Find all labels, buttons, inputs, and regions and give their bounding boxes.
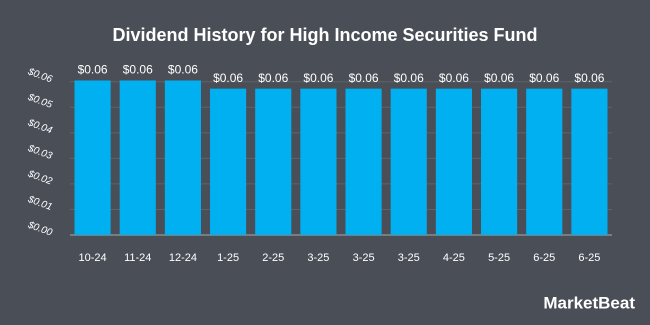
x-tick-label: 1-25	[217, 252, 239, 264]
bar	[481, 88, 518, 235]
x-tick-label: 2-25	[262, 252, 284, 264]
brand-logo: MarketBeat	[543, 293, 635, 312]
bar	[571, 88, 608, 235]
value-label: $0.06	[258, 71, 288, 85]
y-tick-label: $0.05	[25, 92, 54, 111]
value-label: $0.06	[349, 71, 379, 85]
bar	[74, 80, 111, 235]
value-label: $0.06	[574, 71, 604, 85]
value-label: $0.06	[439, 71, 469, 85]
y-tick-label: $0.02	[25, 168, 54, 187]
bar	[164, 80, 201, 235]
bar	[210, 88, 247, 235]
x-tick-label: 4-25	[443, 252, 465, 264]
x-tick-label: 3-25	[398, 252, 420, 264]
value-label: $0.06	[213, 71, 243, 85]
x-tick-label: 12-24	[169, 252, 197, 264]
y-tick-label: $0.03	[25, 143, 54, 162]
y-tick-label: $0.04	[25, 117, 54, 136]
value-label: $0.06	[303, 71, 333, 85]
value-label: $0.06	[529, 71, 559, 85]
bar	[390, 88, 427, 235]
x-tick-label: 5-25	[488, 252, 510, 264]
bar	[526, 88, 563, 235]
value-label: $0.06	[394, 71, 424, 85]
value-label: $0.06	[123, 63, 153, 77]
x-tick-label: 3-25	[353, 252, 375, 264]
y-tick-label: $0.01	[25, 194, 53, 213]
value-label: $0.06	[168, 63, 198, 77]
x-tick-label: 10-24	[79, 252, 107, 264]
bar	[119, 80, 156, 235]
y-tick-label: $0.06	[25, 66, 54, 85]
chart-title: Dividend History for High Income Securit…	[112, 25, 537, 45]
value-label: $0.06	[484, 71, 514, 85]
y-tick-label: $0.00	[25, 219, 54, 238]
x-tick-label: 11-24	[124, 252, 151, 264]
x-tick-label: 3-25	[307, 252, 329, 264]
bar	[255, 88, 292, 235]
x-tick-label: 6-25	[578, 252, 600, 264]
bar	[300, 88, 337, 235]
bar	[435, 88, 472, 235]
bar	[345, 88, 382, 235]
value-label: $0.06	[78, 63, 108, 77]
x-tick-label: 6-25	[533, 252, 555, 264]
